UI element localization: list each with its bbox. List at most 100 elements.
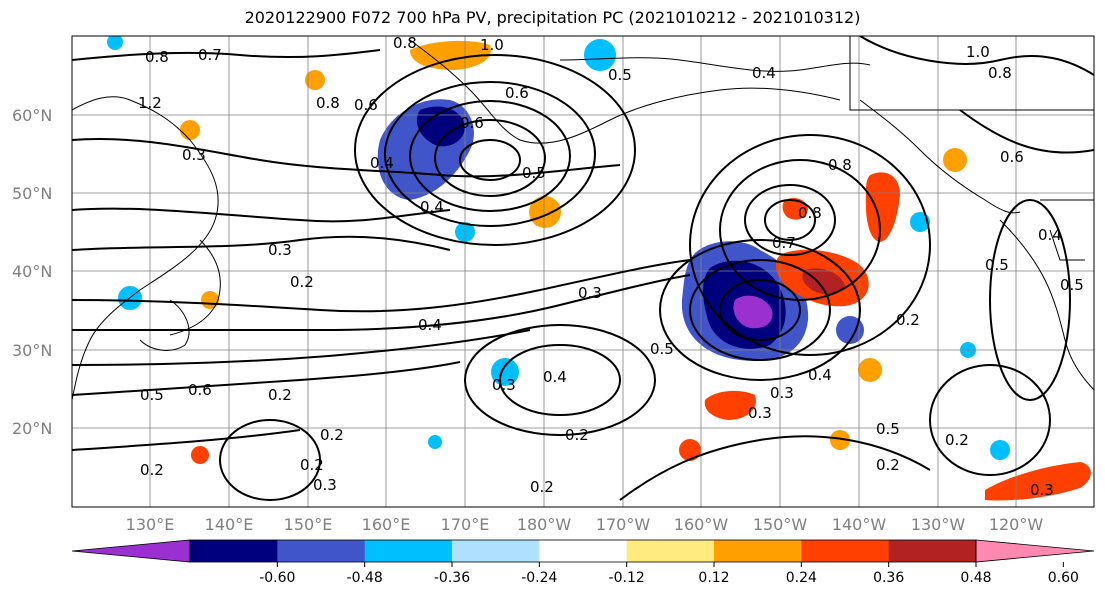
contour-label: 0.6 xyxy=(460,114,484,132)
lon-label: 160°W xyxy=(674,515,729,534)
lon-label: 130°W xyxy=(911,515,966,534)
contour-label: 0.6 xyxy=(1000,148,1024,166)
positive-anomaly-patch xyxy=(830,430,850,450)
contour-label: 0.8 xyxy=(145,48,169,66)
lon-label: 150°W xyxy=(753,515,808,534)
lat-label: 60°N xyxy=(12,106,52,125)
graticule xyxy=(72,36,1094,507)
contour-label: 0.2 xyxy=(300,456,324,474)
contour-label: 0.6 xyxy=(505,84,529,102)
lat-label: 20°N xyxy=(12,419,52,438)
colorbar-tick-label: -0.60 xyxy=(259,570,295,586)
colorbar-outline xyxy=(189,539,977,563)
negative-anomaly-patch xyxy=(990,440,1010,460)
positive-anomaly-alaska xyxy=(865,172,900,242)
contour-label: 0.8 xyxy=(316,94,340,112)
contour-label: 0.2 xyxy=(896,311,920,329)
contour-label: 0.8 xyxy=(393,34,417,52)
colorbar-cell xyxy=(801,540,890,562)
colorbar: -0.60 -0.48 -0.36 -0.24 -0.12 0.12 0.24 0.36 0.4… xyxy=(71,539,1095,586)
contour-label: 0.2 xyxy=(268,386,292,404)
colorbar-tick-label: 0.36 xyxy=(873,570,904,586)
lon-label: 160°E xyxy=(362,515,411,534)
positive-anomaly-small-1 xyxy=(782,198,808,220)
contour-label: 0.6 xyxy=(354,96,378,114)
contour-label: 0.3 xyxy=(578,284,602,302)
contour-label: 0.5 xyxy=(522,164,546,182)
negative-anomaly-patch xyxy=(910,212,930,232)
colorbar-tick-label: 0.12 xyxy=(698,570,729,586)
colorbar-cells xyxy=(71,539,1095,563)
contour-label: 0.8 xyxy=(798,204,822,222)
contour-label: 0.6 xyxy=(188,381,212,399)
lon-label: 150°E xyxy=(284,515,333,534)
positive-anomaly-patch xyxy=(943,148,967,172)
colorbar-cell xyxy=(452,540,540,562)
negative-anomaly-patch xyxy=(107,36,123,50)
latitude-labels: 60°N 50°N 40°N 30°N 20°N xyxy=(12,106,52,438)
colorbar-ticks: -0.60 -0.48 -0.36 -0.24 -0.12 0.12 0.24 0.36 0.4… xyxy=(259,562,1079,586)
lon-label: 120°W xyxy=(989,515,1044,534)
positive-anomaly-patch xyxy=(191,446,209,464)
contour-label: 0.2 xyxy=(290,273,314,291)
positive-anomaly-south-central xyxy=(704,390,756,420)
contour-label: 0.4 xyxy=(808,366,832,384)
contour-labels: 0.8 0.7 0.8 1.0 1.2 0.6 0.8 0.6 0.4 0.3 … xyxy=(138,34,1084,499)
colorbar-cell xyxy=(888,540,977,562)
contour-label: 0.2 xyxy=(565,426,589,444)
negative-anomaly-patch xyxy=(836,316,864,344)
contour-label: 0.8 xyxy=(988,64,1012,82)
positive-anomaly-gulf-core xyxy=(802,268,845,295)
contour-label: 0.4 xyxy=(418,316,442,334)
colorbar-tick-label: -0.12 xyxy=(609,570,645,586)
contour-label: 0.2 xyxy=(140,461,164,479)
colorbar-tick-label: -0.24 xyxy=(521,570,557,586)
contour-label: 0.5 xyxy=(1060,276,1084,294)
map-title: 2020122900 F072 700 hPa PV, precipitatio… xyxy=(244,8,861,27)
negative-anomaly-peak xyxy=(733,295,773,329)
lon-label: 180°W xyxy=(517,515,572,534)
colorbar-cell xyxy=(539,540,628,562)
contour-label: 0.4 xyxy=(420,198,444,216)
contour-label: 0.5 xyxy=(608,66,632,84)
negative-anomaly-kamchatka-core xyxy=(416,106,466,147)
colorbar-tick-label: 0.24 xyxy=(786,570,817,586)
lon-label: 130°E xyxy=(126,515,175,534)
contour-label: 0.3 xyxy=(1030,481,1054,499)
colorbar-cell xyxy=(714,540,802,562)
contour-label: 0.5 xyxy=(876,420,900,438)
longitude-labels: 130°E 140°E 150°E 160°E 170°E 180°W 170°… xyxy=(126,515,1044,534)
contour-label: 1.0 xyxy=(480,36,504,54)
colorbar-extend-min xyxy=(71,539,191,563)
colorbar-tick-label: -0.36 xyxy=(434,570,470,586)
pv-contours xyxy=(72,36,1094,501)
contour-label: 0.7 xyxy=(198,46,222,64)
map-border xyxy=(71,35,1095,508)
contour-label: 1.0 xyxy=(966,43,990,61)
colorbar-cell xyxy=(626,540,715,562)
colorbar-cell xyxy=(190,540,278,562)
colorbar-cell xyxy=(364,540,453,562)
negative-anomaly-patch xyxy=(491,358,519,386)
contour-label: 0.5 xyxy=(985,256,1009,274)
contour-label: 0.2 xyxy=(876,456,900,474)
positive-anomaly-patch xyxy=(180,120,200,140)
colorbar-extend-max xyxy=(975,539,1095,563)
positive-anomaly-patch xyxy=(858,358,882,382)
contour-label: 0.2 xyxy=(320,426,344,444)
contour-label: 0.4 xyxy=(752,64,776,82)
contour-label: 0.2 xyxy=(945,431,969,449)
positive-anomaly-patch xyxy=(201,291,219,309)
contour-label: 0.4 xyxy=(370,154,394,172)
colorbar-cell xyxy=(277,540,366,562)
lat-label: 30°N xyxy=(12,341,52,360)
lon-label: 170°E xyxy=(441,515,490,534)
negative-anomaly-patch xyxy=(428,435,442,449)
contour-label: 0.4 xyxy=(543,368,567,386)
lon-label: 140°E xyxy=(205,515,254,534)
colorbar-tick-label: 0.60 xyxy=(1048,570,1079,586)
positive-anomaly-southeast xyxy=(985,462,1091,501)
contour-label: 0.5 xyxy=(650,340,674,358)
contour-label: 0.3 xyxy=(492,376,516,394)
